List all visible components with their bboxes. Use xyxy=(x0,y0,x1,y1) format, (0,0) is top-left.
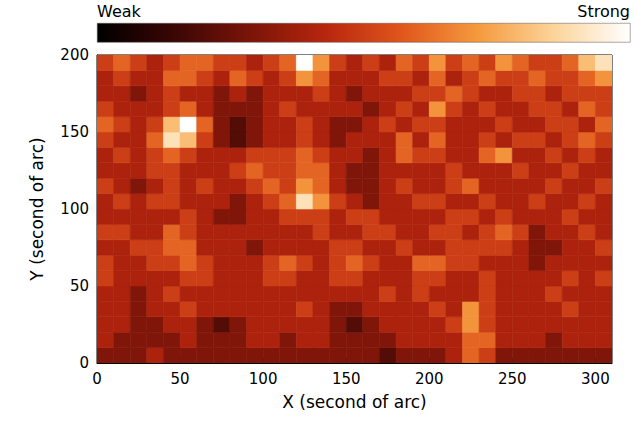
svg-text:200: 200 xyxy=(415,370,444,388)
svg-text:250: 250 xyxy=(498,370,527,388)
svg-text:200: 200 xyxy=(60,46,89,64)
svg-text:Y (second of arc): Y (second of arc) xyxy=(27,137,47,281)
svg-text:0: 0 xyxy=(92,370,102,388)
svg-text:X (second of arc): X (second of arc) xyxy=(282,392,427,412)
svg-text:150: 150 xyxy=(60,123,89,141)
svg-text:50: 50 xyxy=(70,277,89,295)
svg-text:100: 100 xyxy=(249,370,278,388)
svg-text:Weak: Weak xyxy=(97,2,142,21)
svg-text:100: 100 xyxy=(60,200,89,218)
svg-text:150: 150 xyxy=(332,370,361,388)
svg-text:0: 0 xyxy=(79,354,89,372)
svg-text:50: 50 xyxy=(171,370,190,388)
svg-text:Strong: Strong xyxy=(577,2,630,21)
svg-text:300: 300 xyxy=(581,370,610,388)
